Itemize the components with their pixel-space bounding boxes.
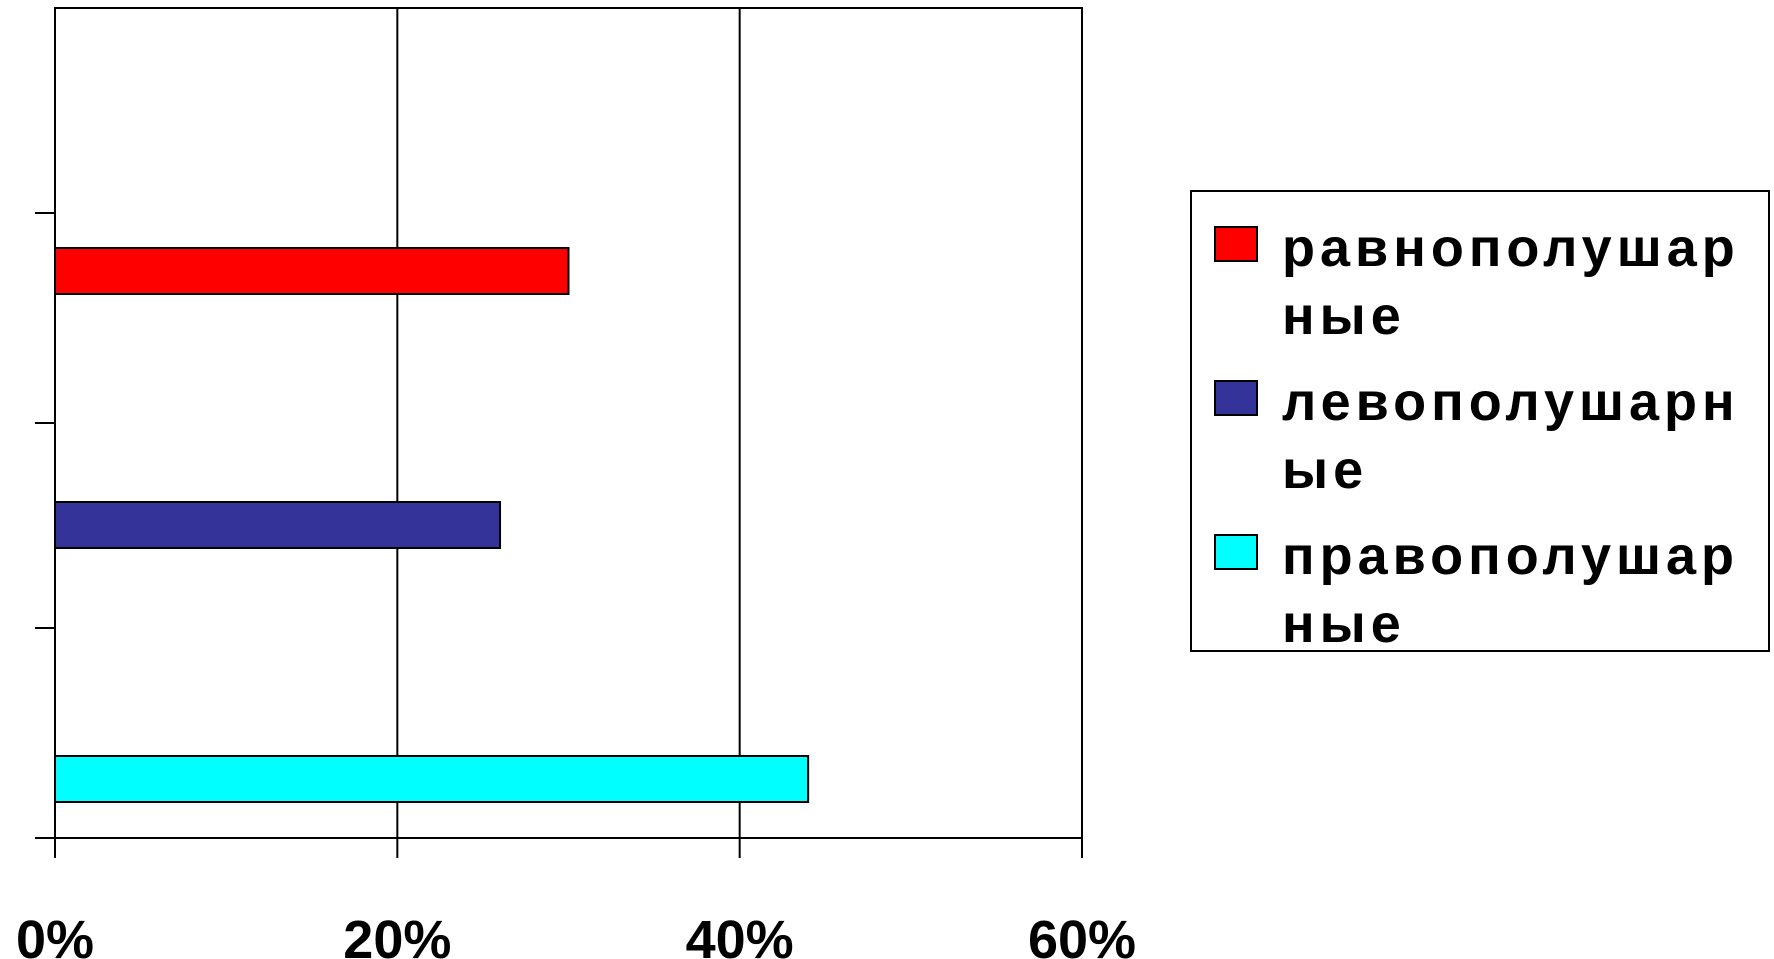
legend-swatch-2: [1214, 380, 1258, 416]
chart-legend: равнополушарные левополушарные правополу…: [1190, 190, 1770, 654]
legend-swatch-1: [1214, 226, 1258, 262]
legend-label-3: правополушарные: [1282, 526, 1740, 654]
legend-label-1: равнополушарные: [1282, 218, 1740, 346]
x-tick-label-2: 40%: [686, 910, 794, 959]
x-tick-label-0: 0%: [16, 910, 94, 959]
x-tick-label-3: 60%: [1028, 910, 1136, 959]
x-tick-label-1: 20%: [343, 910, 451, 959]
plot-area-frame: [54, 7, 1083, 839]
legend-swatch-3: [1214, 534, 1258, 570]
bar-3: [54, 755, 810, 803]
bar-2: [54, 501, 502, 549]
legend-label-2: левополушарные: [1282, 372, 1740, 500]
bar-1: [54, 247, 570, 295]
